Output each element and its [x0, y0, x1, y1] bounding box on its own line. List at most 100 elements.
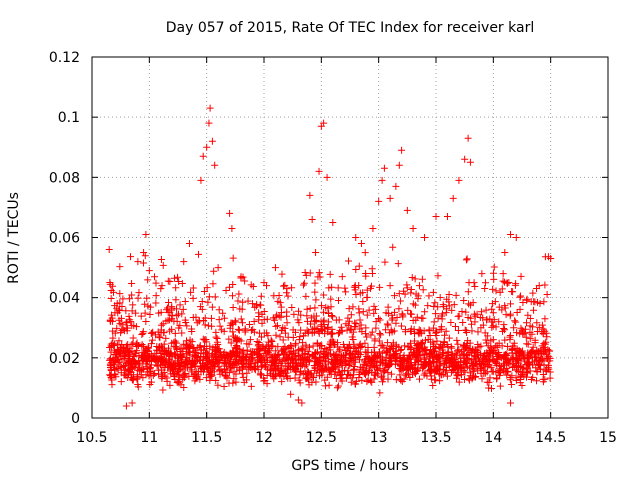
- data-point: [471, 283, 479, 291]
- data-point: [312, 316, 320, 324]
- data-point: [239, 364, 247, 372]
- data-point: [128, 360, 136, 368]
- data-point: [247, 347, 255, 355]
- data-point: [310, 324, 318, 332]
- data-point: [128, 347, 136, 355]
- data-point: [147, 378, 155, 386]
- data-point: [320, 119, 328, 127]
- data-point: [146, 311, 154, 319]
- data-point: [370, 353, 378, 361]
- data-point: [107, 364, 115, 372]
- data-point: [473, 347, 481, 355]
- data-point: [136, 367, 144, 375]
- data-point: [165, 316, 173, 324]
- data-point: [492, 323, 500, 331]
- data-point: [298, 399, 306, 407]
- data-point: [509, 288, 517, 296]
- data-point: [489, 285, 497, 293]
- data-point: [395, 364, 403, 372]
- data-point: [228, 364, 236, 372]
- x-tick-label: 12: [255, 430, 273, 446]
- data-point: [434, 272, 442, 280]
- data-point: [309, 342, 317, 350]
- data-point: [344, 371, 352, 379]
- data-point: [464, 354, 472, 362]
- data-point: [309, 352, 317, 360]
- data-point: [323, 173, 331, 181]
- data-point: [167, 359, 175, 367]
- data-point: [452, 291, 460, 299]
- data-point: [362, 324, 370, 332]
- data-point: [173, 305, 181, 313]
- data-point: [227, 319, 235, 327]
- data-point: [464, 134, 472, 142]
- data-point: [341, 366, 349, 374]
- data-point: [432, 212, 440, 220]
- data-point: [276, 333, 284, 341]
- data-point: [445, 334, 453, 342]
- data-point: [435, 362, 443, 370]
- data-point: [513, 329, 521, 337]
- data-point: [126, 295, 134, 303]
- data-point: [305, 381, 313, 389]
- data-point: [481, 369, 489, 377]
- data-point: [111, 309, 119, 317]
- data-point: [284, 292, 292, 300]
- chart-title: Day 057 of 2015, Rate Of TEC Index for r…: [166, 20, 534, 36]
- data-point: [398, 146, 406, 154]
- data-point: [384, 303, 392, 311]
- data-point: [171, 350, 179, 358]
- data-point: [392, 182, 400, 190]
- x-tick-label: 10.5: [76, 430, 107, 446]
- data-point: [343, 346, 351, 354]
- data-point: [196, 343, 204, 351]
- data-point: [332, 375, 340, 383]
- data-point: [543, 354, 551, 362]
- data-point: [229, 328, 237, 336]
- data-point: [466, 344, 474, 352]
- data-point: [541, 315, 549, 323]
- data-point: [380, 343, 388, 351]
- data-point: [352, 265, 360, 273]
- data-point: [369, 224, 377, 232]
- data-point: [297, 326, 305, 334]
- data-point: [392, 342, 400, 350]
- data-point: [471, 318, 479, 326]
- data-point: [437, 360, 445, 368]
- data-point: [321, 376, 329, 384]
- data-point: [486, 315, 494, 323]
- data-point: [432, 363, 440, 371]
- data-point: [533, 319, 541, 327]
- data-point: [272, 354, 280, 362]
- data-point: [482, 306, 490, 314]
- data-point: [490, 275, 498, 283]
- data-point: [166, 360, 174, 368]
- data-point: [467, 314, 475, 322]
- data-point: [106, 280, 114, 288]
- data-point: [419, 286, 427, 294]
- data-point: [233, 335, 241, 343]
- data-point: [529, 343, 537, 351]
- data-point: [263, 371, 271, 379]
- data-point: [113, 364, 121, 372]
- data-point: [522, 360, 530, 368]
- data-point: [166, 381, 174, 389]
- data-point: [203, 284, 211, 292]
- data-point: [277, 303, 285, 311]
- data-point: [200, 368, 208, 376]
- data-point: [523, 319, 531, 327]
- data-point: [237, 273, 245, 281]
- data-point: [124, 352, 132, 360]
- data-point: [160, 368, 168, 376]
- data-point: [352, 354, 360, 362]
- data-point: [328, 283, 336, 291]
- data-point: [292, 356, 300, 364]
- data-point: [397, 322, 405, 330]
- data-point: [403, 356, 411, 364]
- data-point: [234, 325, 242, 333]
- data-point: [480, 352, 488, 360]
- data-point: [254, 342, 262, 350]
- data-point: [182, 319, 190, 327]
- data-point: [245, 361, 253, 369]
- data-point: [257, 333, 265, 341]
